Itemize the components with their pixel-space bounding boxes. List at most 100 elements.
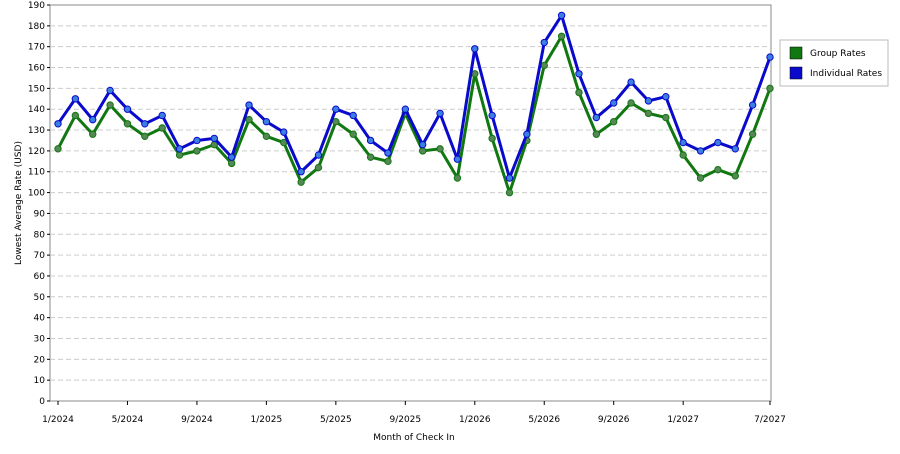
data-point xyxy=(384,149,392,157)
data-point xyxy=(54,145,62,153)
data-point xyxy=(523,130,531,138)
data-point xyxy=(488,111,496,120)
y-tick-label: 150 xyxy=(28,84,45,94)
data-point xyxy=(89,130,97,138)
data-point xyxy=(627,78,635,86)
data-point xyxy=(575,70,583,78)
data-point xyxy=(662,93,670,101)
y-tick-label: 170 xyxy=(28,43,45,53)
y-tick-label: 180 xyxy=(28,22,45,32)
data-point xyxy=(193,147,201,155)
x-tick-label: 1/2024 xyxy=(42,415,74,425)
data-point xyxy=(436,109,444,118)
plot-frame xyxy=(49,4,772,402)
y-tick-label: 110 xyxy=(28,168,45,178)
data-point xyxy=(123,120,132,128)
y-tick-label: 160 xyxy=(28,64,45,74)
data-point xyxy=(54,120,62,128)
y-tick-label: 90 xyxy=(34,209,46,219)
data-point xyxy=(488,134,496,143)
legend-label: Individual Rates xyxy=(810,69,882,79)
x-axis-title: Month of Check In xyxy=(373,433,455,443)
data-point xyxy=(679,138,687,147)
data-point xyxy=(262,118,271,126)
data-point xyxy=(141,120,149,128)
legend-swatch xyxy=(789,46,803,60)
data-point xyxy=(748,101,757,109)
data-point xyxy=(505,188,514,197)
data-point xyxy=(193,136,201,145)
y-tick-label: 130 xyxy=(28,126,45,136)
data-point xyxy=(540,61,548,70)
data-point xyxy=(89,115,97,124)
data-point xyxy=(627,99,635,107)
data-point xyxy=(297,178,305,186)
data-point xyxy=(106,86,114,95)
data-point xyxy=(349,111,357,120)
legend-label: Group Rates xyxy=(810,49,866,59)
data-point xyxy=(123,105,132,113)
data-point xyxy=(610,99,618,107)
data-point xyxy=(366,136,375,145)
data-point xyxy=(575,88,583,97)
data-point xyxy=(158,111,166,120)
data-point xyxy=(471,45,479,53)
data-point xyxy=(71,111,80,120)
x-tick-label: 7/2027 xyxy=(754,415,786,425)
data-point xyxy=(349,130,357,138)
data-point xyxy=(766,53,774,61)
data-point xyxy=(679,151,687,159)
y-tick-label: 0 xyxy=(39,397,45,407)
x-tick-label: 1/2026 xyxy=(459,415,491,425)
y-axis-title: Lowest Average Rate (USD) xyxy=(14,141,24,265)
data-point xyxy=(436,145,444,153)
data-point xyxy=(453,174,462,182)
y-tick-label: 140 xyxy=(28,105,45,115)
data-point xyxy=(297,168,305,176)
data-point xyxy=(141,132,149,141)
data-point xyxy=(262,132,271,141)
y-tick-label: 50 xyxy=(34,293,46,303)
y-tick-label: 40 xyxy=(34,314,46,324)
legend-swatch xyxy=(789,66,803,80)
data-point xyxy=(540,38,548,47)
data-point xyxy=(314,151,323,159)
y-tick-label: 190 xyxy=(28,1,45,11)
data-point xyxy=(714,165,722,174)
data-point xyxy=(366,153,375,161)
data-point xyxy=(332,105,340,113)
data-point xyxy=(418,140,427,149)
x-tick-label: 9/2026 xyxy=(598,415,630,425)
y-tick-label: 10 xyxy=(34,376,46,386)
x-tick-label: 1/2027 xyxy=(667,415,699,425)
data-point xyxy=(314,163,323,172)
x-tick-label: 9/2024 xyxy=(181,415,213,425)
data-point xyxy=(401,105,410,113)
data-point xyxy=(644,97,653,105)
data-point xyxy=(766,84,774,93)
data-point xyxy=(592,130,601,138)
data-point xyxy=(644,109,653,118)
data-point xyxy=(245,101,253,109)
data-point xyxy=(696,174,705,182)
data-point xyxy=(696,147,705,155)
y-tick-label: 100 xyxy=(28,189,45,199)
data-point xyxy=(748,130,757,138)
data-point xyxy=(453,155,462,163)
data-point xyxy=(610,118,618,126)
data-point xyxy=(106,101,114,109)
y-tick-label: 120 xyxy=(28,147,45,157)
data-point xyxy=(280,128,288,136)
data-point xyxy=(210,134,218,143)
data-point xyxy=(557,11,566,20)
data-point xyxy=(227,153,236,161)
data-point xyxy=(731,172,739,180)
data-point xyxy=(662,113,670,122)
data-point xyxy=(227,159,236,168)
data-point xyxy=(175,145,184,153)
y-tick-label: 70 xyxy=(34,251,46,261)
y-tick-label: 60 xyxy=(34,272,46,282)
data-point xyxy=(175,151,184,159)
